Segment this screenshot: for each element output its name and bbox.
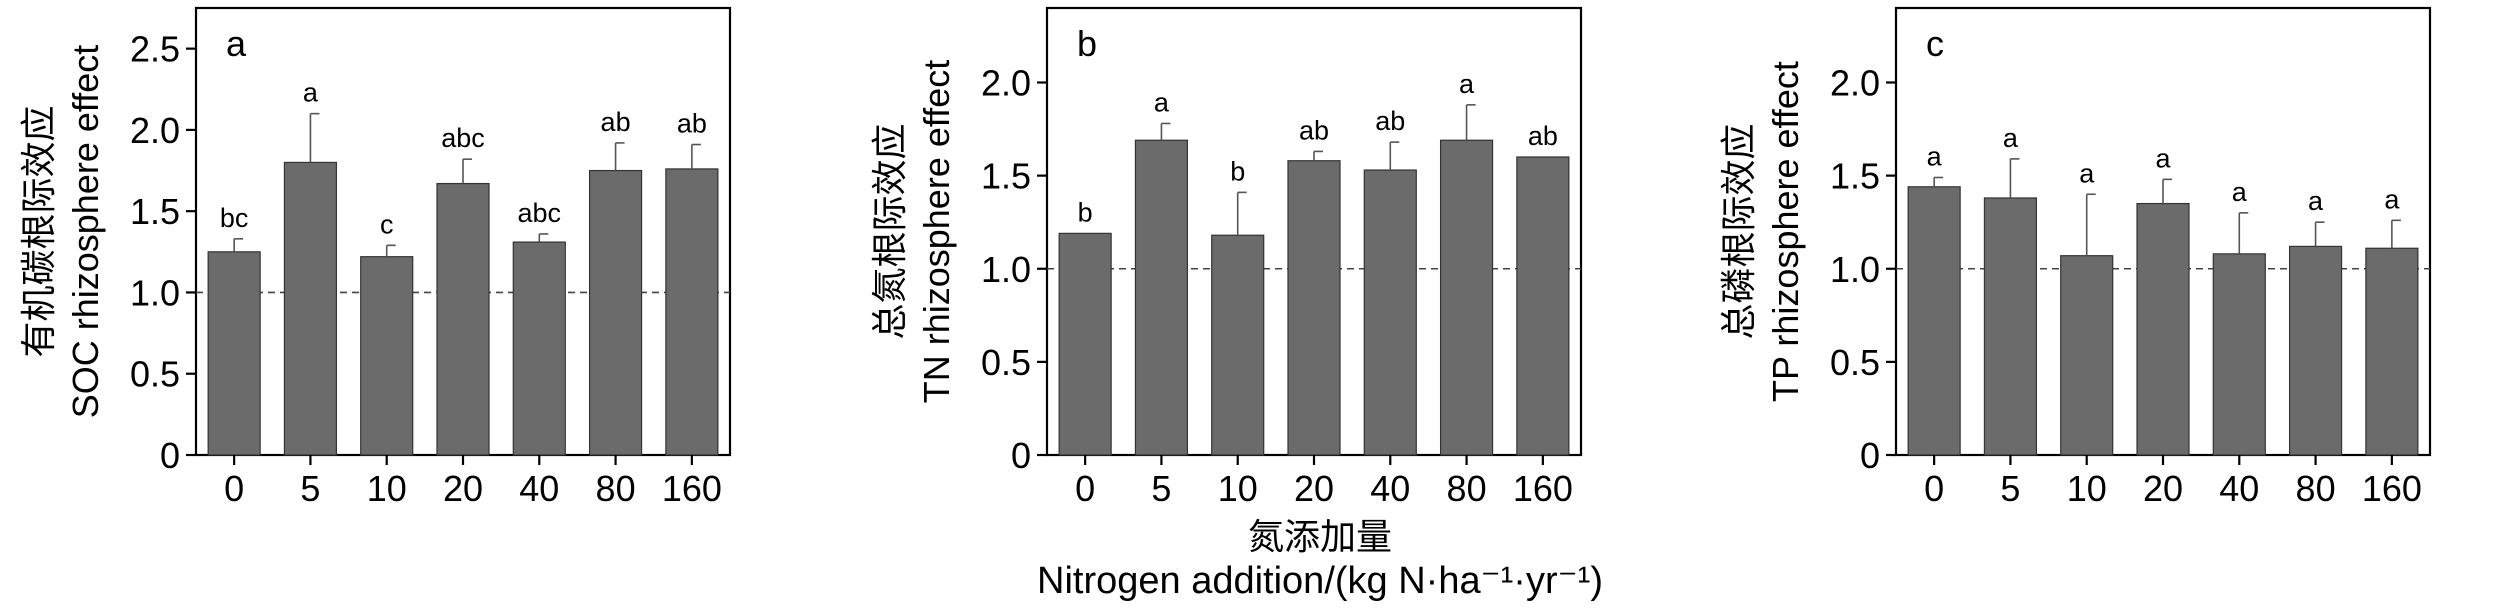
significance-letter-c-0: a xyxy=(1927,141,1943,171)
x-tick-label-a: 20 xyxy=(443,468,483,509)
bar-b-40 xyxy=(1363,169,1417,456)
significance-letter-b-80: a xyxy=(1459,69,1475,99)
bar-a-80 xyxy=(588,169,643,456)
bar-b-10 xyxy=(1211,234,1265,456)
significance-letter-b-0: b xyxy=(1078,197,1093,227)
bar-c-0 xyxy=(1907,186,1961,456)
x-tick-label-b: 10 xyxy=(1218,468,1258,509)
y-tick-label-a: 0.5 xyxy=(130,354,180,395)
significance-letter-c-5: a xyxy=(2003,123,2019,153)
significance-letter-a-20: abc xyxy=(441,123,485,153)
x-tick-label-c: 160 xyxy=(2362,468,2422,509)
y-axis-label-english-b: TN rhizosphere effect xyxy=(916,60,957,404)
x-tick-label-b: 5 xyxy=(1151,468,1171,509)
y-axis-label-english-a: SOC rhizosphere effect xyxy=(65,45,106,419)
significance-letter-a-160: ab xyxy=(677,109,707,139)
x-tick-label-a: 0 xyxy=(224,468,244,509)
panel-label-a: a xyxy=(226,23,247,64)
y-tick-label-c: 2.0 xyxy=(1830,63,1880,104)
significance-letter-c-20: a xyxy=(2155,143,2171,173)
y-tick-label-a: 2.5 xyxy=(130,29,180,70)
y-tick-label-c: 0.5 xyxy=(1830,342,1880,383)
bar-a-20 xyxy=(436,182,490,456)
chart-panel-b: 0 0.5 1.0 1.5 2.0 b 0 a 5 b 10 ab 20 ab 40 a 80 ab 160 b 总氮根… xyxy=(870,6,1583,509)
bar-c-10 xyxy=(2060,255,2114,456)
significance-letter-b-20: ab xyxy=(1299,115,1329,145)
significance-letter-b-40: ab xyxy=(1375,106,1405,136)
x-tick-label-c: 0 xyxy=(1924,468,1944,509)
x-tick-label-b: 0 xyxy=(1075,468,1095,509)
y-tick-label-c: 1.5 xyxy=(1830,156,1880,197)
x-tick-label-a: 40 xyxy=(519,468,559,509)
y-axis-label-chinese-a: 有机碳根际效应 xyxy=(19,105,60,357)
y-axis-label-english-c: TP rhizosphere effect xyxy=(1765,61,1806,402)
x-tick-label-a: 160 xyxy=(662,468,722,509)
x-tick-label-b: 80 xyxy=(1447,468,1487,509)
bar-c-20 xyxy=(2136,202,2190,456)
significance-letter-b-10: b xyxy=(1230,156,1245,186)
x-tick-label-c: 40 xyxy=(2219,468,2259,509)
y-tick-label-a: 2.0 xyxy=(130,110,180,151)
bar-b-5 xyxy=(1134,139,1189,456)
y-axis-label-chinese-b: 总氮根际效应 xyxy=(870,123,911,339)
x-tick-label-b: 40 xyxy=(1370,468,1410,509)
significance-letter-a-0: bc xyxy=(220,203,249,233)
y-tick-label-a: 1.5 xyxy=(130,191,180,232)
significance-letter-c-160: a xyxy=(2384,184,2400,214)
x-axis-label-english: Nitrogen addition/(kg N·ha⁻¹·yr⁻¹) xyxy=(1037,560,1603,602)
significance-letter-c-10: a xyxy=(2079,158,2095,188)
panel-label-b: b xyxy=(1077,23,1097,64)
bar-c-160 xyxy=(2365,247,2419,456)
y-tick-label-b: 1.5 xyxy=(981,156,1031,197)
x-tick-label-c: 5 xyxy=(2000,468,2020,509)
bar-c-5 xyxy=(1983,197,2038,456)
x-tick-label-c: 20 xyxy=(2143,468,2183,509)
bar-b-0 xyxy=(1058,232,1112,456)
bar-b-80 xyxy=(1439,139,1494,456)
x-tick-label-c: 80 xyxy=(2296,468,2336,509)
bar-c-40 xyxy=(2212,253,2266,456)
significance-letter-a-10: c xyxy=(380,209,394,239)
panel-label-c: c xyxy=(1926,23,1944,64)
bar-a-10 xyxy=(360,256,414,456)
y-tick-label-a: 0 xyxy=(160,435,180,476)
bar-b-160 xyxy=(1516,156,1570,456)
significance-letter-c-80: a xyxy=(2308,186,2324,216)
y-tick-label-c: 1.0 xyxy=(1830,249,1880,290)
chart-panel-c: 0 0.5 1.0 1.5 2.0 a 0 a 5 a 10 a 20 a 40 a 80 a 160 c 总磷根际效应… xyxy=(1719,6,2432,509)
bar-a-0 xyxy=(207,251,261,456)
y-tick-label-b: 0 xyxy=(1011,435,1031,476)
x-tick-label-c: 10 xyxy=(2067,468,2107,509)
x-tick-label-a: 80 xyxy=(596,468,636,509)
bar-c-80 xyxy=(2288,245,2343,456)
x-axis-label-chinese: 氮添加量 xyxy=(1247,517,1392,558)
significance-letter-b-5: a xyxy=(1154,87,1170,117)
bar-a-40 xyxy=(512,241,566,456)
significance-letter-a-5: a xyxy=(303,78,319,108)
x-tick-label-a: 10 xyxy=(367,468,407,509)
x-tick-label-b: 160 xyxy=(1513,468,1573,509)
bar-a-160 xyxy=(665,168,719,456)
significance-letter-a-40: abc xyxy=(518,198,562,228)
y-tick-label-b: 1.0 xyxy=(981,249,1031,290)
y-tick-label-b: 2.0 xyxy=(981,63,1031,104)
x-tick-label-b: 20 xyxy=(1294,468,1334,509)
y-tick-label-b: 0.5 xyxy=(981,342,1031,383)
bar-a-5 xyxy=(283,161,338,456)
significance-letter-c-40: a xyxy=(2232,177,2248,207)
y-tick-label-c: 0 xyxy=(1860,435,1880,476)
y-tick-label-a: 1.0 xyxy=(130,272,180,313)
y-axis-label-chinese-c: 总磷根际效应 xyxy=(1719,123,1760,339)
bar-b-20 xyxy=(1287,160,1341,456)
significance-letter-b-160: ab xyxy=(1528,121,1558,151)
x-tick-label-a: 5 xyxy=(300,468,320,509)
chart-panel-a: 0 0.5 1.0 1.5 2.0 2.5 bc 0 a 5 c 10 abc 20 abc 40 ab 80 ab… xyxy=(19,6,732,509)
significance-letter-a-80: ab xyxy=(601,107,631,137)
